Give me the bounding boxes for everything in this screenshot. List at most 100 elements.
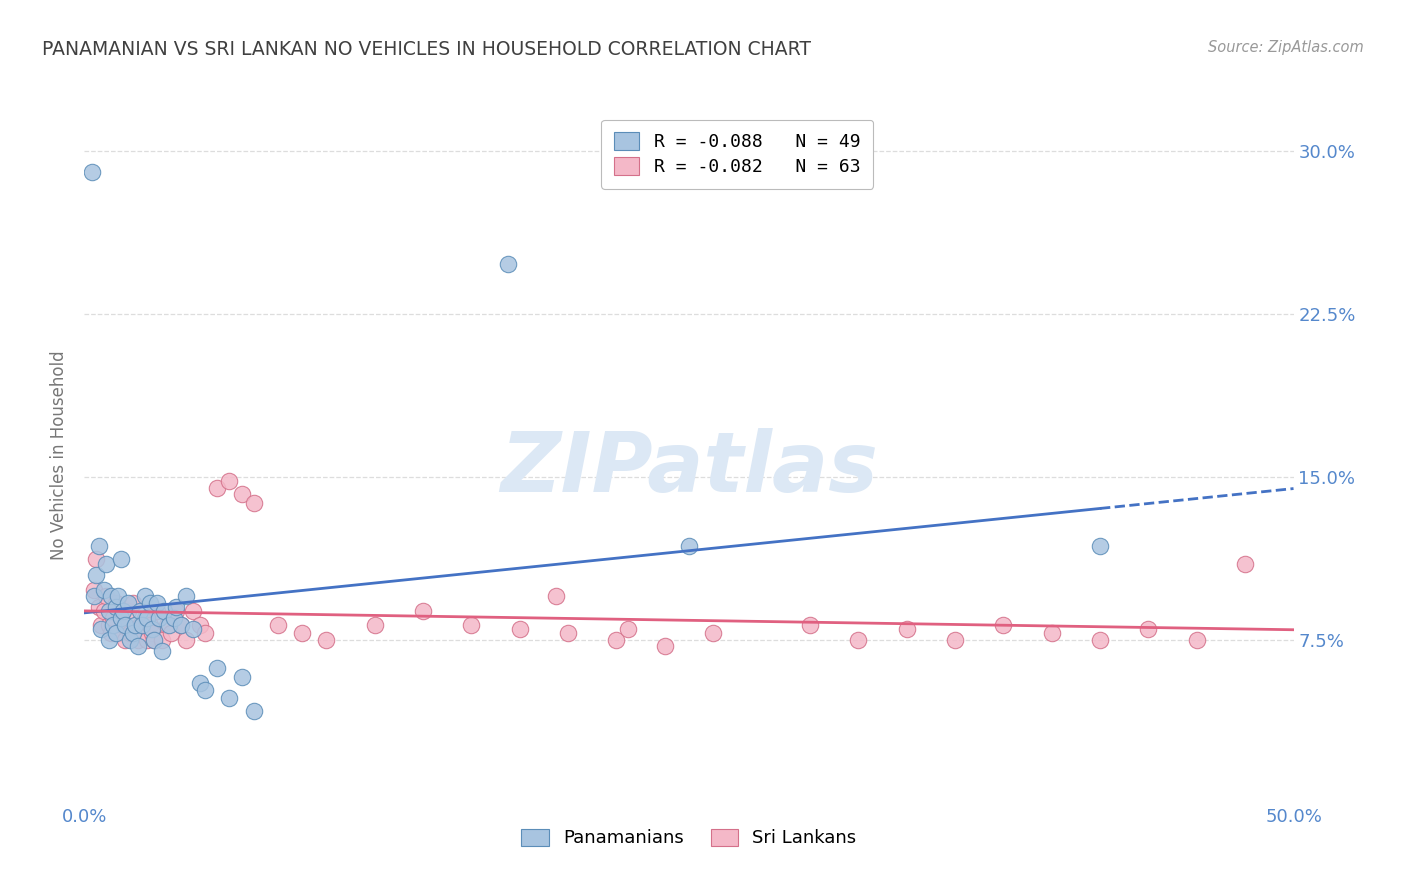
Point <box>1185 632 1208 647</box>
Point <box>114 632 136 647</box>
Point <box>100 589 122 603</box>
Point <box>97 617 120 632</box>
Point <box>678 539 700 553</box>
Point <box>170 617 193 632</box>
Point <box>194 626 217 640</box>
Point <box>654 639 676 653</box>
Point <box>136 611 159 625</box>
Text: PANAMANIAN VS SRI LANKAN NO VEHICLES IN HOUSEHOLD CORRELATION CHART: PANAMANIAN VS SRI LANKAN NO VEHICLES IN … <box>42 40 811 59</box>
Point <box>134 611 156 625</box>
Y-axis label: No Vehicles in Household: No Vehicles in Household <box>51 350 69 560</box>
Point <box>146 596 169 610</box>
Point <box>114 617 136 632</box>
Point <box>103 611 125 625</box>
Point <box>181 622 204 636</box>
Point <box>363 617 385 632</box>
Point <box>129 617 152 632</box>
Point <box>110 552 132 566</box>
Point <box>460 617 482 632</box>
Point <box>104 596 127 610</box>
Point <box>1088 632 1111 647</box>
Point <box>605 632 627 647</box>
Point <box>218 691 240 706</box>
Point <box>143 632 166 647</box>
Point <box>218 474 240 488</box>
Point <box>163 611 186 625</box>
Point <box>131 626 153 640</box>
Point <box>190 676 212 690</box>
Point <box>148 611 170 625</box>
Point <box>544 589 567 603</box>
Point <box>141 626 163 640</box>
Point <box>194 682 217 697</box>
Point <box>190 617 212 632</box>
Point <box>127 632 149 647</box>
Point <box>943 632 966 647</box>
Point <box>165 600 187 615</box>
Point <box>165 605 187 619</box>
Text: Source: ZipAtlas.com: Source: ZipAtlas.com <box>1208 40 1364 55</box>
Point <box>160 626 183 640</box>
Point <box>157 617 180 632</box>
Point <box>107 626 129 640</box>
Point <box>138 617 160 632</box>
Point <box>134 589 156 603</box>
Point <box>86 567 108 582</box>
Point <box>120 626 142 640</box>
Point <box>131 617 153 632</box>
Point <box>80 165 103 179</box>
Point <box>231 487 253 501</box>
Point <box>1088 539 1111 553</box>
Point <box>174 632 197 647</box>
Point <box>104 600 127 615</box>
Point <box>993 617 1015 632</box>
Point <box>617 622 640 636</box>
Point <box>120 632 142 647</box>
Point <box>896 622 918 636</box>
Point <box>242 705 264 719</box>
Point <box>90 617 112 632</box>
Point <box>83 589 105 603</box>
Point <box>83 582 105 597</box>
Point <box>94 557 117 571</box>
Point <box>181 605 204 619</box>
Point <box>170 617 193 632</box>
Point <box>136 632 159 647</box>
Point <box>93 605 115 619</box>
Point <box>97 605 120 619</box>
Point <box>496 257 519 271</box>
Point <box>121 626 143 640</box>
Point <box>509 622 531 636</box>
Point <box>97 632 120 647</box>
Point <box>207 481 229 495</box>
Legend: Panamanians, Sri Lankans: Panamanians, Sri Lankans <box>512 820 866 856</box>
Point <box>86 552 108 566</box>
Point <box>87 539 110 553</box>
Point <box>1137 622 1160 636</box>
Point <box>129 605 152 619</box>
Point <box>799 617 821 632</box>
Point <box>90 622 112 636</box>
Point <box>121 596 143 610</box>
Point <box>267 617 290 632</box>
Point <box>127 639 149 653</box>
Point <box>143 632 166 647</box>
Point <box>117 605 139 619</box>
Point <box>557 626 579 640</box>
Point <box>110 611 132 625</box>
Point <box>174 589 197 603</box>
Point <box>100 626 122 640</box>
Point <box>103 617 125 632</box>
Point <box>124 622 146 636</box>
Point <box>702 626 724 640</box>
Point <box>117 596 139 610</box>
Point <box>141 622 163 636</box>
Text: ZIPatlas: ZIPatlas <box>501 428 877 509</box>
Point <box>94 589 117 603</box>
Point <box>1040 626 1063 640</box>
Point <box>231 670 253 684</box>
Point <box>291 626 314 640</box>
Point <box>87 600 110 615</box>
Point <box>1234 557 1257 571</box>
Point <box>138 596 160 610</box>
